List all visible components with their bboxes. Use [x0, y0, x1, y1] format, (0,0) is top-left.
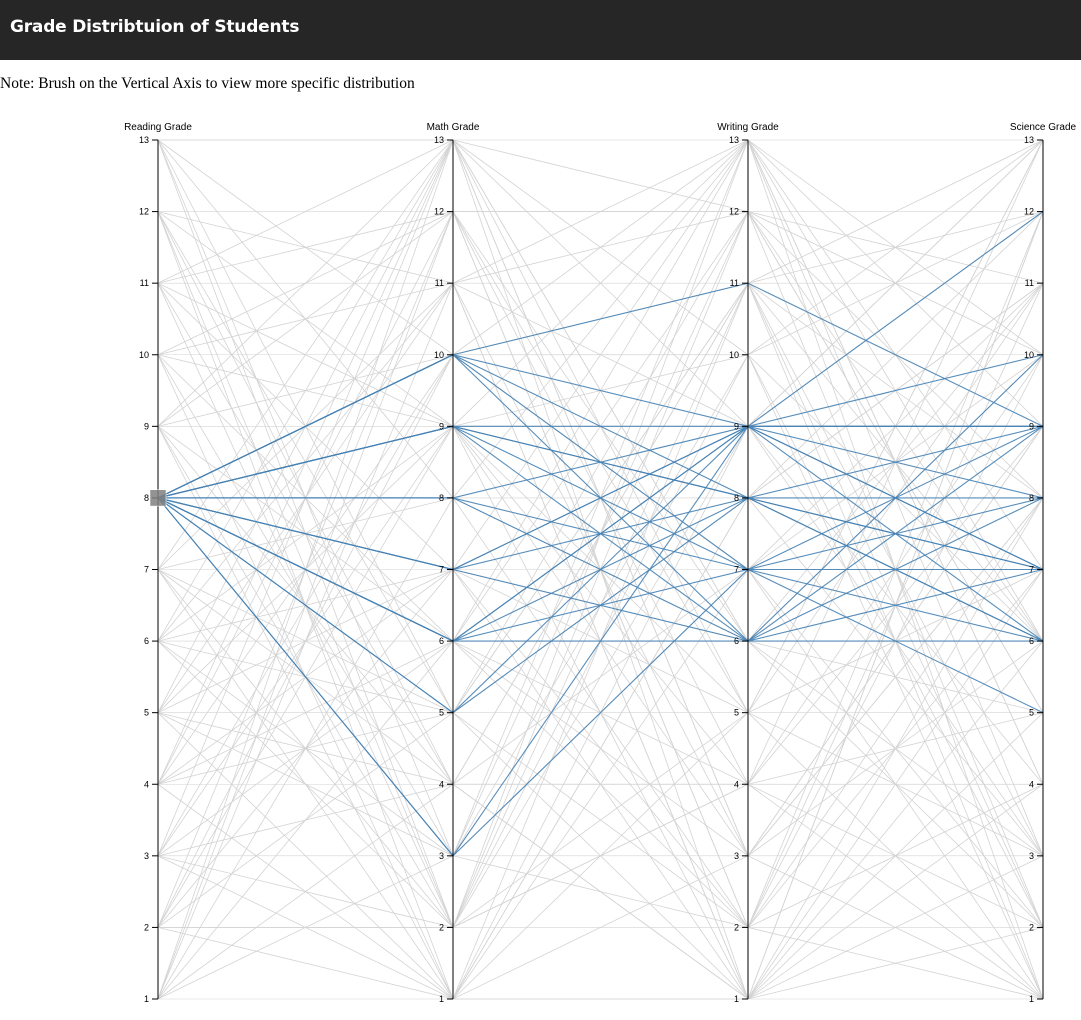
- tick-label: 5: [1029, 708, 1034, 718]
- tick-label: 3: [439, 851, 444, 861]
- tick-label: 4: [734, 779, 739, 789]
- tick-label: 1: [1029, 994, 1034, 1004]
- highlighted-record-line[interactable]: [157, 425, 1043, 714]
- tick-label: 13: [1024, 135, 1034, 145]
- app-header: Grade Distribtuion of Students: [0, 0, 1081, 60]
- tick-label: 2: [439, 922, 444, 932]
- tick-label: 7: [1029, 565, 1034, 575]
- tick-label: 5: [734, 708, 739, 718]
- background-record-line: [157, 712, 1044, 928]
- tick-label: 11: [730, 278, 739, 288]
- axis-title: Math Grade: [427, 122, 480, 133]
- tick-label: 12: [1024, 207, 1034, 217]
- tick-label: 6: [734, 636, 739, 646]
- tick-label: 8: [144, 493, 149, 503]
- page-title: Grade Distribtuion of Students: [10, 17, 300, 37]
- tick-label: 10: [729, 350, 739, 360]
- tick-label: 8: [734, 493, 739, 503]
- tick-label: 6: [439, 636, 444, 646]
- highlighted-lines: [157, 211, 1044, 857]
- tick-label: 7: [144, 565, 149, 575]
- tick-label: 12: [139, 207, 149, 217]
- brush-selection[interactable]: [149, 489, 167, 507]
- tick-label: 13: [434, 135, 444, 145]
- tick-label: 1: [144, 994, 149, 1004]
- tick-label: 10: [1024, 350, 1034, 360]
- tick-label: 6: [144, 636, 149, 646]
- tick-label: 3: [734, 851, 739, 861]
- tick-label: 4: [439, 779, 444, 789]
- tick-label: 7: [734, 565, 739, 575]
- tick-label: 2: [1029, 922, 1034, 932]
- tick-label: 2: [734, 922, 739, 932]
- tick-label: 11: [1025, 278, 1034, 288]
- tick-label: 10: [139, 350, 149, 360]
- axis-title: Science Grade: [1010, 122, 1077, 133]
- tick-label: 11: [140, 278, 149, 288]
- highlighted-record-line[interactable]: [157, 425, 1044, 857]
- tick-label: 9: [1029, 421, 1034, 431]
- tick-label: 9: [439, 421, 444, 431]
- tick-label: 12: [729, 207, 739, 217]
- tick-label: 5: [144, 708, 149, 718]
- tick-label: 4: [144, 779, 149, 789]
- tick-label: 12: [434, 207, 444, 217]
- tick-label: 7: [439, 565, 444, 575]
- tick-label: 8: [1029, 493, 1034, 503]
- tick-label: 13: [139, 135, 149, 145]
- tick-label: 13: [729, 135, 739, 145]
- tick-label: 9: [734, 421, 739, 431]
- tick-label: 3: [144, 851, 149, 861]
- tick-label: 3: [1029, 851, 1034, 861]
- tick-label: 9: [144, 421, 149, 431]
- tick-label: 11: [435, 278, 444, 288]
- tick-label: 8: [439, 493, 444, 503]
- tick-label: 1: [439, 994, 444, 1004]
- tick-label: 6: [1029, 636, 1034, 646]
- brush-note: Note: Brush on the Vertical Axis to view…: [0, 75, 415, 92]
- highlighted-record-line[interactable]: [157, 425, 1044, 642]
- axis-title: Writing Grade: [717, 122, 779, 133]
- tick-label: 2: [144, 922, 149, 932]
- tick-label: 10: [434, 350, 444, 360]
- tick-label: 5: [439, 708, 444, 718]
- tick-label: 1: [734, 994, 739, 1004]
- axis-title: Reading Grade: [124, 122, 192, 133]
- tick-label: 4: [1029, 779, 1034, 789]
